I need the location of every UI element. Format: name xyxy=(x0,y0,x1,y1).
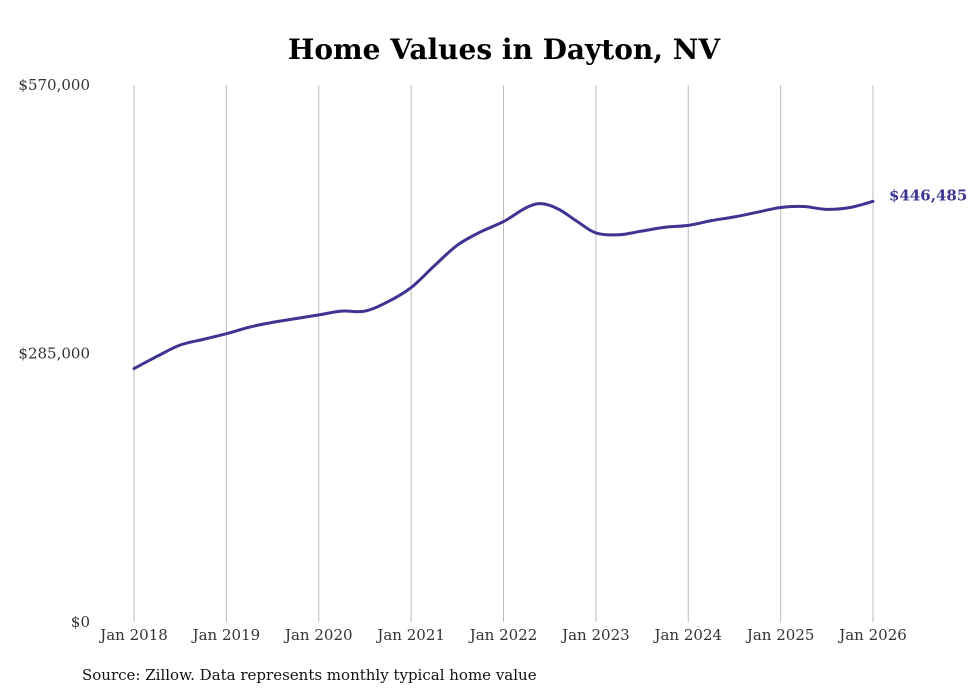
x-axis-ticks: Jan 2018 Jan 2019 Jan 2020 Jan 2021 Jan 2022… xyxy=(98,626,907,644)
y-axis-ticks: $0 $285,000 $570,000 xyxy=(18,76,90,631)
x-tick-label: Jan 2020 xyxy=(283,626,353,644)
x-tick-label: Jan 2019 xyxy=(191,626,261,644)
chart-title: Home Values in Dayton, NV xyxy=(288,33,721,66)
x-tick-label: Jan 2023 xyxy=(560,626,630,644)
x-tick-label: Jan 2021 xyxy=(375,626,445,644)
y-tick-label: $570,000 xyxy=(18,76,90,94)
x-tick-label: Jan 2024 xyxy=(652,626,722,644)
series-line-home-value xyxy=(132,199,875,371)
end-value-label: $446,485 xyxy=(889,186,967,204)
y-tick-label: $285,000 xyxy=(18,345,90,363)
source-note: Source: Zillow. Data represents monthly … xyxy=(82,666,537,684)
series-group xyxy=(132,199,875,371)
x-tick-label: Jan 2026 xyxy=(837,626,907,644)
gridlines xyxy=(133,85,874,622)
x-tick-label: Jan 2025 xyxy=(745,626,815,644)
y-tick-label: $0 xyxy=(71,613,90,631)
x-tick-label: Jan 2022 xyxy=(468,626,538,644)
x-tick-label: Jan 2018 xyxy=(98,626,168,644)
